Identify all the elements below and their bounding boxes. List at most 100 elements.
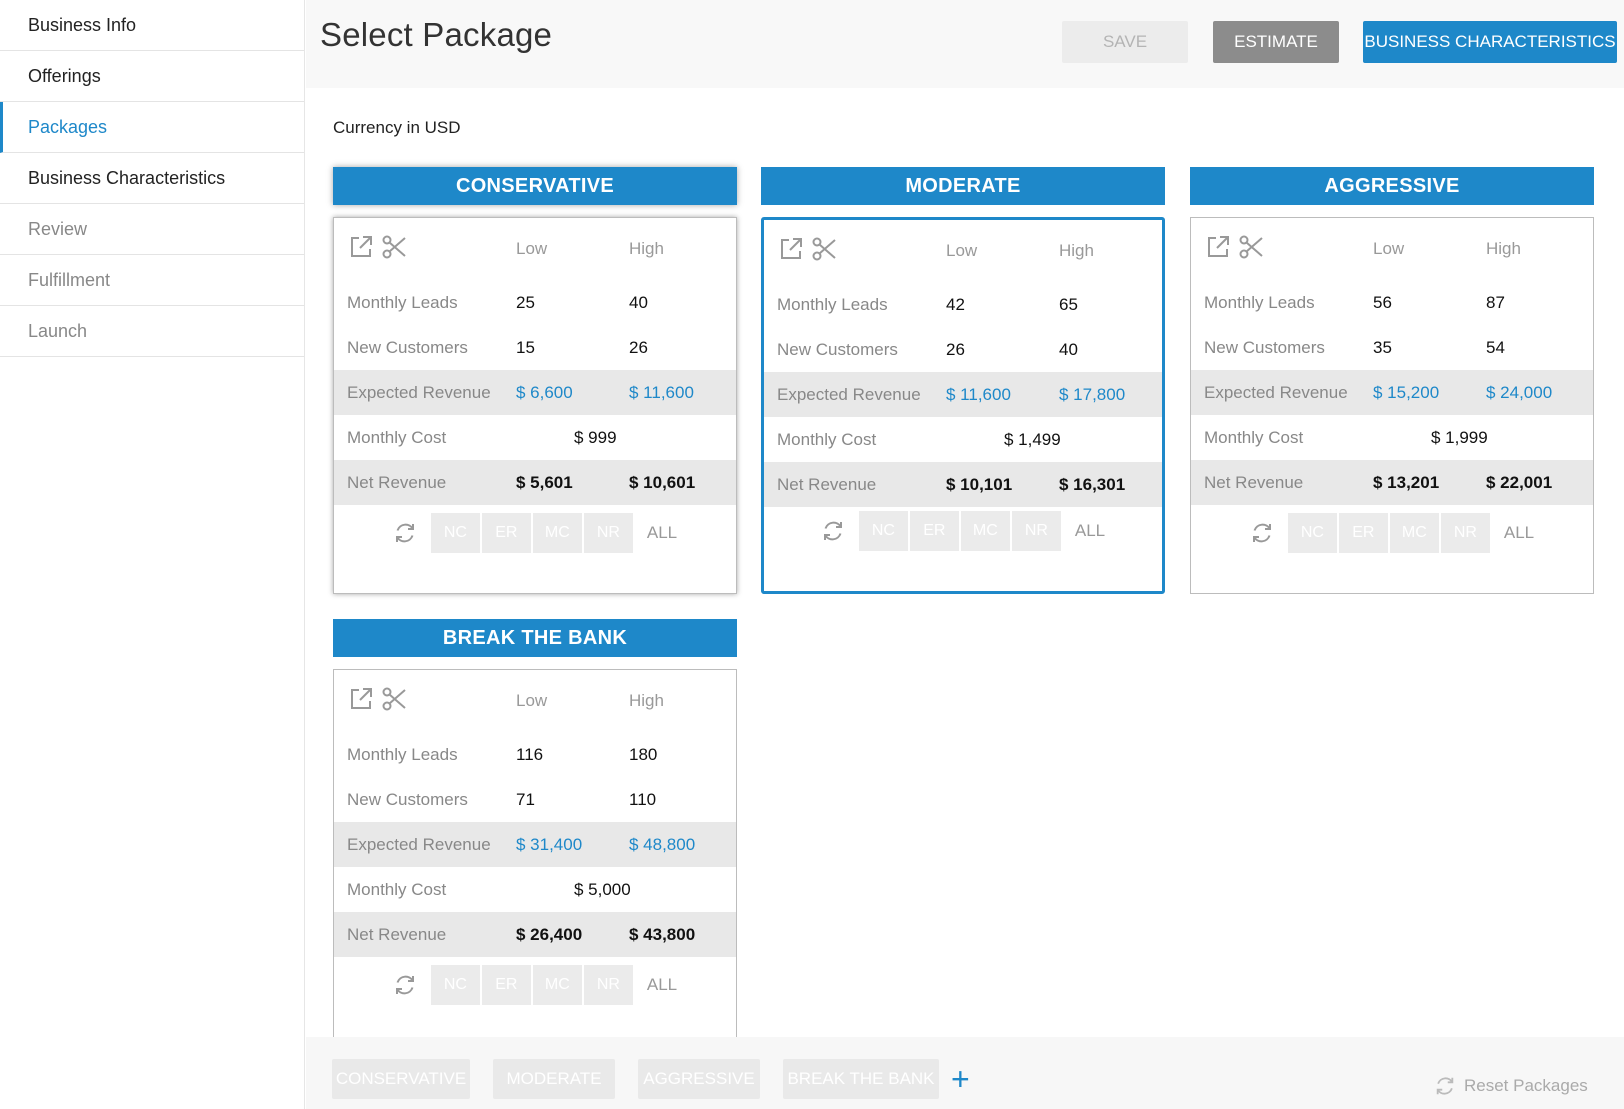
package-body[interactable]: Low High Monthly Leads 42 65 New Custome… [761,217,1165,594]
reset-packages-button[interactable]: Reset Packages [1434,1075,1588,1097]
high-value: 26 [629,338,648,357]
net-revenue-row: Net Revenue $ 26,400 $ 43,800 [334,912,736,957]
edit-external-icon[interactable] [348,686,374,712]
low-value: 26 [946,340,965,359]
package-title[interactable]: BREAK THE BANK [333,619,737,657]
low-value: $ 26,400 [516,925,583,944]
low-column-header: Low [516,691,548,710]
tab-conservative[interactable]: CONSERVATIVE [332,1059,470,1099]
sidebar-item-business-info[interactable]: Business Info [0,0,304,51]
chip-er[interactable]: ER [1338,513,1388,553]
package-controls: NC ER MC NR ALL [764,511,1162,551]
scissors-icon[interactable] [1238,234,1264,260]
expected-revenue-row: Expected Revenue $ 15,200 $ 24,000 [1191,370,1593,415]
high-value: $ 11,600 [629,383,694,402]
high-value: $ 16,301 [1059,475,1126,494]
estimate-button[interactable]: ESTIMATE [1213,21,1339,63]
package-body[interactable]: Low High Monthly Leads 116 180 New Custo… [333,669,737,1046]
low-value: $ 15,200 [1373,383,1440,402]
monthly-leads-row: Monthly Leads 56 87 [1191,280,1593,325]
package-body[interactable]: Low High Monthly Leads 56 87 New Custome… [1190,217,1594,594]
low-value: $ 6,600 [516,383,573,402]
package-title[interactable]: MODERATE [761,167,1165,205]
package-controls: NC ER MC NR ALL [1191,513,1593,553]
high-column-header: High [1059,241,1094,260]
package-table-header: Low High [334,218,736,280]
new-customers-row: New Customers 71 110 [334,777,736,822]
low-column-header: Low [1373,239,1405,258]
scissors-icon[interactable] [811,236,837,262]
chip-nc[interactable]: NC [1287,513,1337,553]
business-characteristics-button[interactable]: BUSINESS CHARACTERISTICS [1363,21,1617,63]
low-value: $ 5,601 [516,473,573,492]
sidebar-item-review[interactable]: Review [0,204,304,255]
row-label: New Customers [347,790,468,809]
chip-nc[interactable]: NC [430,513,480,553]
chip-mc[interactable]: MC [532,513,582,553]
chip-mc[interactable]: MC [532,965,582,1005]
high-value: 87 [1486,293,1505,312]
chip-all[interactable]: ALL [1503,523,1535,542]
row-label: New Customers [347,338,468,357]
scissors-icon[interactable] [381,686,407,712]
row-label: New Customers [777,340,898,359]
new-customers-row: New Customers 35 54 [1191,325,1593,370]
chip-mc[interactable]: MC [1389,513,1439,553]
sidebar-item-offerings[interactable]: Offerings [0,51,304,102]
tab-moderate[interactable]: MODERATE [493,1059,615,1099]
refresh-icon[interactable] [393,521,417,545]
package-name: MODERATE [905,174,1021,197]
header: Select Package SAVE ESTIMATE BUSINESS CH… [306,0,1624,88]
package-title[interactable]: AGGRESSIVE [1190,167,1594,205]
chip-all[interactable]: ALL [646,523,678,542]
package-tabs-bar: CONSERVATIVE MODERATE AGGRESSIVE BREAK T… [306,1037,1624,1109]
row-label: Monthly Leads [777,295,888,314]
sidebar-item-launch[interactable]: Launch [0,306,304,357]
chip-er[interactable]: ER [481,513,531,553]
package-title[interactable]: CONSERVATIVE [333,167,737,205]
package-table-header: Low High [1191,218,1593,280]
sidebar-item-label: Packages [28,116,108,137]
high-value: 40 [1059,340,1078,359]
chip-nc[interactable]: NC [858,511,908,551]
refresh-icon[interactable] [821,519,845,543]
refresh-icon[interactable] [1250,521,1274,545]
chip-er[interactable]: ER [909,511,959,551]
add-package-icon[interactable]: + [951,1061,970,1097]
high-value: 40 [629,293,648,312]
package-body[interactable]: Low High Monthly Leads 25 40 New Custome… [333,217,737,594]
chip-nc[interactable]: NC [430,965,480,1005]
package-card-aggressive: AGGRESSIVE Low High Monthly Leads 56 87 [1190,167,1594,594]
low-value: 116 [516,745,544,764]
chip-er[interactable]: ER [481,965,531,1005]
refresh-icon[interactable] [393,973,417,997]
net-revenue-row: Net Revenue $ 10,101 $ 16,301 [764,462,1162,507]
edit-external-icon[interactable] [348,234,374,260]
row-label: Monthly Leads [347,745,458,764]
cost-value: $ 1,999 [1431,428,1488,447]
edit-external-icon[interactable] [778,236,804,262]
chip-mc[interactable]: MC [960,511,1010,551]
high-value: 180 [629,745,658,764]
chip-nr[interactable]: NR [583,513,633,553]
scissors-icon[interactable] [381,234,407,260]
sidebar-item-business-characteristics[interactable]: Business Characteristics [0,153,304,204]
low-value: 42 [946,295,965,314]
low-column-header: Low [946,241,978,260]
chip-nr[interactable]: NR [583,965,633,1005]
package-name: AGGRESSIVE [1324,174,1460,197]
chip-all[interactable]: ALL [1074,521,1106,540]
sidebar-item-packages[interactable]: Packages [0,102,304,153]
chip-nr[interactable]: NR [1011,511,1061,551]
edit-external-icon[interactable] [1205,234,1231,260]
chip-nr[interactable]: NR [1440,513,1490,553]
row-label: Net Revenue [347,473,447,492]
tab-break-the-bank[interactable]: BREAK THE BANK [783,1059,939,1099]
save-button[interactable]: SAVE [1062,21,1188,63]
high-value: $ 10,601 [629,473,696,492]
high-value: $ 22,001 [1486,473,1553,492]
chip-all[interactable]: ALL [646,975,678,994]
sidebar-item-fulfillment[interactable]: Fulfillment [0,255,304,306]
low-value: 56 [1373,293,1392,312]
tab-aggressive[interactable]: AGGRESSIVE [638,1059,760,1099]
